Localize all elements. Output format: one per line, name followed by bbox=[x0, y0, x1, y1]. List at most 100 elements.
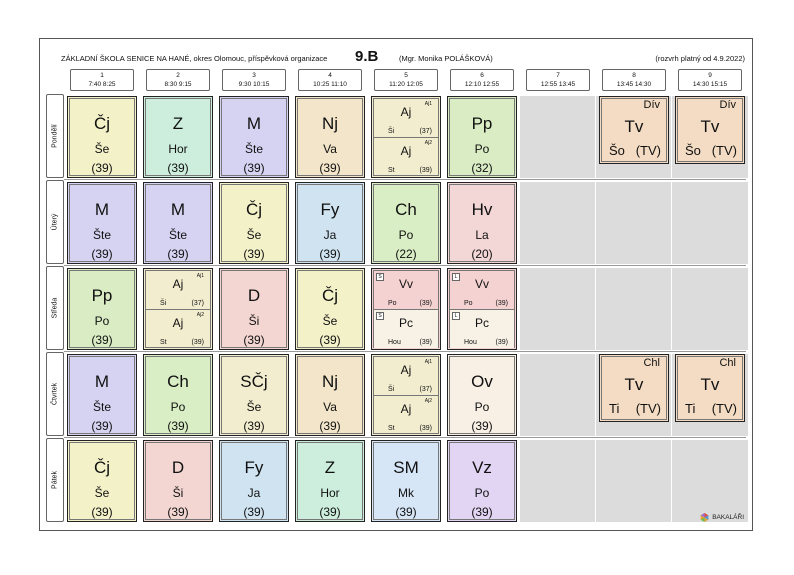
lesson-cell-split[interactable]: S Vv Po (39) S Pc Hou (39) bbox=[371, 268, 441, 350]
cell-border bbox=[373, 442, 439, 520]
lesson-cell-group[interactable]: Dív Tv Šo (TV) bbox=[599, 96, 669, 164]
lesson-cell[interactable]: Z Hor (39) bbox=[295, 440, 365, 522]
lesson-cell-split[interactable]: Aj1 Aj Ši (37) Aj2 Aj St (39) bbox=[143, 268, 213, 350]
cell-divider bbox=[671, 440, 672, 522]
lesson-subject: Aj bbox=[400, 363, 412, 377]
lesson-cell-group[interactable]: Dív Tv Šo (TV) bbox=[675, 96, 745, 164]
lesson-subject: SM bbox=[393, 458, 419, 477]
cell-border bbox=[145, 184, 211, 262]
lesson-cell[interactable]: Ov Po (39) bbox=[447, 354, 517, 436]
lesson-cell[interactable]: M Šte (39) bbox=[219, 96, 289, 178]
row-separator bbox=[64, 437, 746, 438]
lesson-cell[interactable]: Pp Po (32) bbox=[447, 96, 517, 178]
lesson-cell[interactable]: Nj Va (39) bbox=[295, 96, 365, 178]
lesson-teacher: Ti bbox=[609, 401, 620, 416]
lesson-cell[interactable]: Hv La (20) bbox=[447, 182, 517, 264]
lesson-room: (39) bbox=[91, 419, 113, 433]
lesson-cell[interactable]: Čj Še (39) bbox=[67, 440, 137, 522]
lesson-half-b[interactable]: Aj2 Aj St (39) bbox=[374, 395, 438, 434]
lesson-cell[interactable]: Čj Še (39) bbox=[219, 182, 289, 264]
week-parity-marker: S bbox=[376, 273, 384, 281]
lesson-teacher: Ši bbox=[248, 314, 260, 328]
lesson-cell-split[interactable]: Aj1 Aj Ši (37) Aj2 Aj St (39) bbox=[371, 354, 441, 436]
lesson-group: Aj2 bbox=[196, 312, 204, 318]
day-label: Středa bbox=[51, 297, 59, 319]
day-header-wednesday: Středa bbox=[46, 266, 64, 350]
lesson-cell-split[interactable]: L Vv Po (39) L Pc Hou (39) bbox=[447, 268, 517, 350]
lesson-subject: Ov bbox=[471, 372, 493, 391]
period-time: 13:45 14:30 bbox=[616, 81, 652, 88]
cell-border: S Vv Po (39) S Pc Hou (39) bbox=[373, 270, 439, 348]
lesson-teacher: Ja bbox=[323, 228, 337, 242]
lesson-room: (32) bbox=[471, 161, 493, 175]
lesson-cell[interactable]: Z Hor (39) bbox=[143, 96, 213, 178]
lesson-room: (39) bbox=[471, 505, 493, 519]
lesson-half-a[interactable]: S Vv Po (39) bbox=[374, 271, 438, 309]
cell-border: Aj1 Aj Ši (37) Aj2 Aj St (39) bbox=[373, 356, 439, 434]
lesson-subject: Tv bbox=[624, 117, 644, 136]
lesson-teacher: Še bbox=[94, 142, 110, 156]
lesson-room: (39) bbox=[167, 161, 189, 175]
lesson-half-b[interactable]: L Pc Hou (39) bbox=[450, 309, 514, 348]
lesson-half-b[interactable]: Aj2 Aj St (39) bbox=[374, 137, 438, 176]
lesson-cell[interactable]: M Šte (39) bbox=[67, 182, 137, 264]
lesson-room: (37) bbox=[419, 128, 432, 135]
cell-divider bbox=[595, 96, 596, 178]
lesson-teacher: Hou bbox=[464, 339, 477, 346]
lesson-cell[interactable]: Fy Ja (39) bbox=[219, 440, 289, 522]
cell-border bbox=[221, 270, 287, 348]
lesson-cell[interactable]: Vz Po (39) bbox=[447, 440, 517, 522]
lesson-cell[interactable]: D Ši (39) bbox=[219, 268, 289, 350]
lesson-cell[interactable]: Ch Po (39) bbox=[143, 354, 213, 436]
lesson-cell[interactable]: Nj Va (39) bbox=[295, 354, 365, 436]
lesson-cell[interactable]: Ch Po (22) bbox=[371, 182, 441, 264]
day-label: Úterý bbox=[51, 213, 59, 231]
lesson-half-a[interactable]: L Vv Po (39) bbox=[450, 271, 514, 309]
period-header-7: 7 12:55 13:45 bbox=[526, 69, 590, 91]
lesson-teacher: St bbox=[388, 425, 395, 432]
lesson-half-a[interactable]: Aj1 Aj Ši (37) bbox=[374, 99, 438, 137]
cell-border bbox=[373, 184, 439, 262]
period-number: 7 bbox=[556, 72, 560, 79]
lesson-cell[interactable]: SČj Še (39) bbox=[219, 354, 289, 436]
period-time: 9:30 10:15 bbox=[238, 81, 270, 88]
cell-border bbox=[449, 356, 515, 434]
lesson-room: (37) bbox=[419, 386, 432, 393]
lesson-group: Dív bbox=[643, 99, 661, 111]
lesson-subject: M bbox=[246, 114, 262, 133]
lesson-subject: Vv bbox=[398, 277, 413, 291]
period-header-3: 3 9:30 10:15 bbox=[222, 69, 286, 91]
cell-border bbox=[221, 356, 287, 434]
lesson-teacher: Po bbox=[474, 142, 490, 156]
lesson-cell-group[interactable]: Chl Tv Ti (TV) bbox=[675, 354, 745, 422]
lesson-subject: Fy bbox=[244, 458, 264, 477]
cell-border: Aj1 Aj Ši (37) Aj2 Aj St (39) bbox=[145, 270, 211, 348]
cell-divider bbox=[671, 182, 672, 264]
lesson-subject: Aj bbox=[400, 144, 412, 158]
lesson-half-b[interactable]: S Pc Hou (39) bbox=[374, 309, 438, 348]
lesson-cell[interactable]: D Ši (39) bbox=[143, 440, 213, 522]
lesson-cell[interactable]: Pp Po (39) bbox=[67, 268, 137, 350]
lesson-group: Aj1 bbox=[424, 359, 432, 365]
cell-border bbox=[601, 356, 667, 420]
day-header-monday: Pondělí bbox=[46, 94, 64, 178]
lesson-cell[interactable]: M Šte (39) bbox=[143, 182, 213, 264]
lesson-half-a[interactable]: Aj1 Aj Ši (37) bbox=[146, 271, 210, 309]
lesson-teacher: Še bbox=[246, 400, 262, 414]
lesson-cell[interactable]: SM Mk (39) bbox=[371, 440, 441, 522]
lesson-cell-split[interactable]: Aj1 Aj Ši (37) Aj2 Aj St (39) bbox=[371, 96, 441, 178]
cell-divider bbox=[595, 268, 596, 350]
cell-border bbox=[601, 98, 667, 162]
lesson-cell-group[interactable]: Chl Tv Ti (TV) bbox=[599, 354, 669, 422]
lesson-cell[interactable]: Čj Še (39) bbox=[295, 268, 365, 350]
lesson-half-a[interactable]: Aj1 Aj Ši (37) bbox=[374, 357, 438, 395]
lesson-cell[interactable]: Čj Še (39) bbox=[67, 96, 137, 178]
cell-border bbox=[449, 442, 515, 520]
lesson-room: (39) bbox=[495, 300, 508, 307]
day-label: Pátek bbox=[51, 471, 59, 489]
lesson-cell[interactable]: M Šte (39) bbox=[67, 354, 137, 436]
row-separator bbox=[64, 265, 746, 266]
lesson-cell[interactable]: Fy Ja (39) bbox=[295, 182, 365, 264]
lesson-half-b[interactable]: Aj2 Aj St (39) bbox=[146, 309, 210, 348]
cell-border bbox=[69, 442, 135, 520]
